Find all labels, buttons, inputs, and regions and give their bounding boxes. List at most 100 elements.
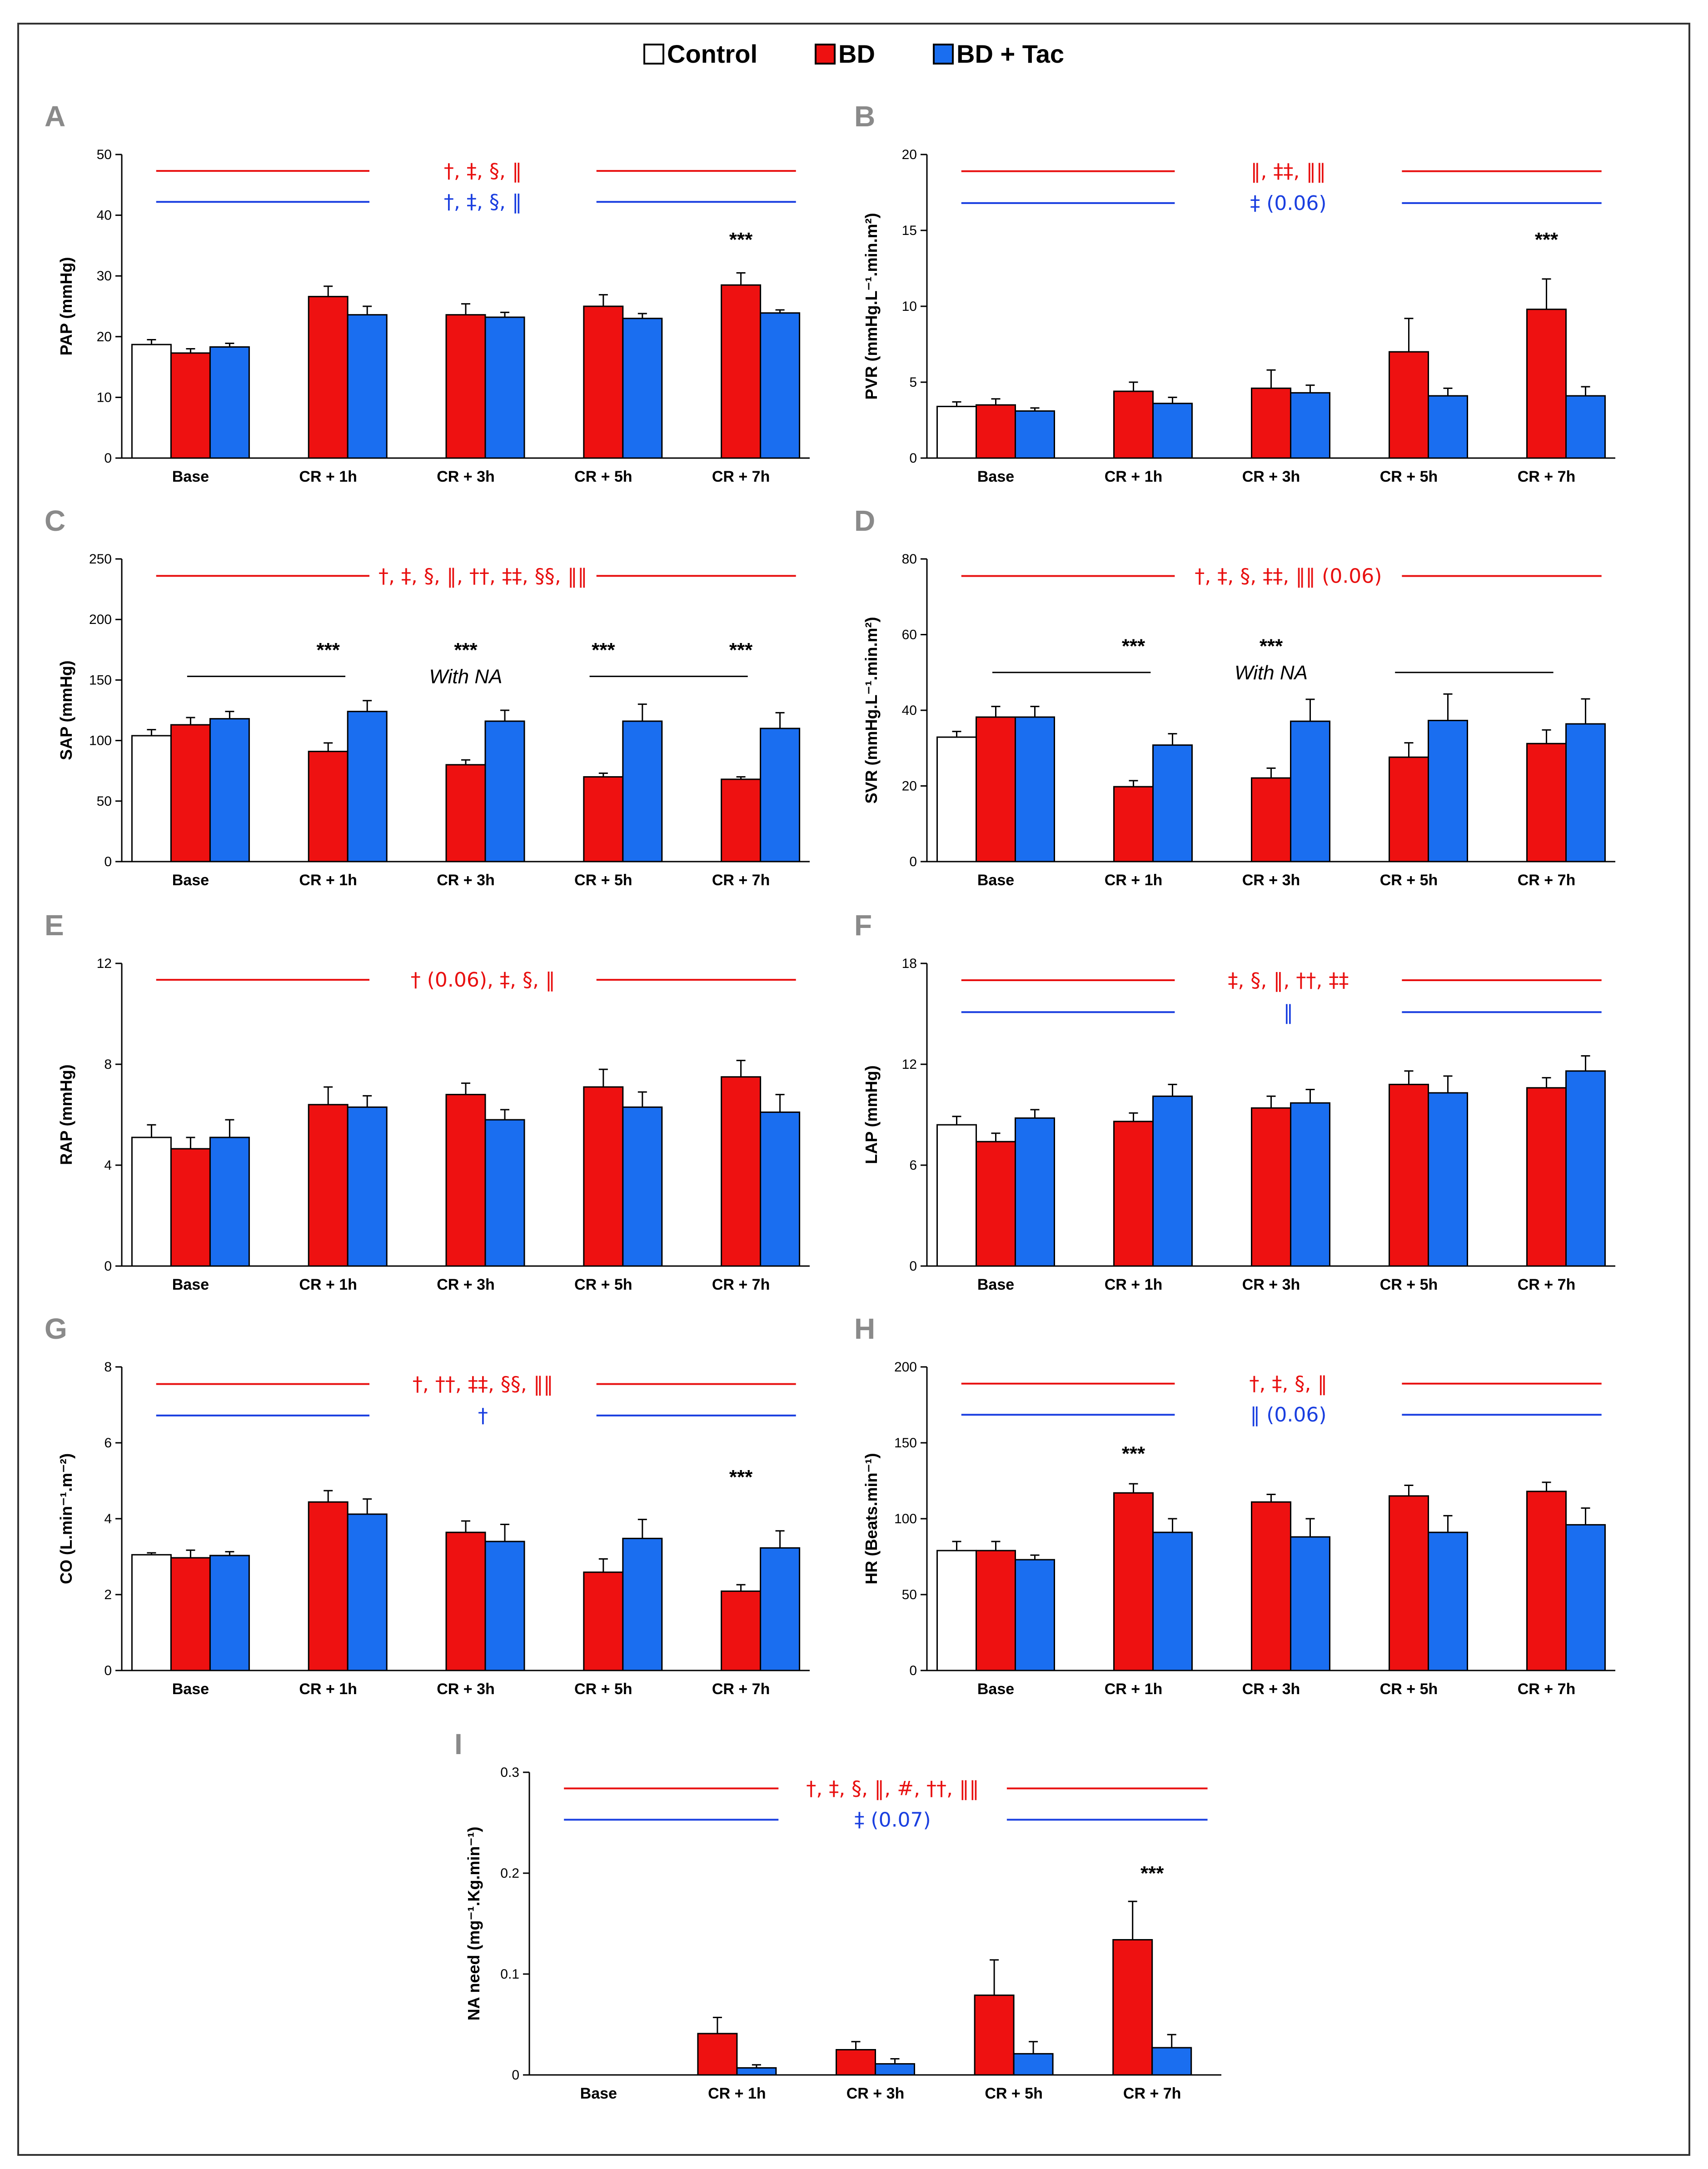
x-category-label: CR + 1h [708, 2085, 766, 2102]
x-category-label: CR + 7h [1518, 468, 1576, 485]
x-category-label: CR + 1h [299, 1276, 357, 1293]
bar-bd-4 [1112, 1939, 1153, 2076]
bar-bd-tac-4 [1565, 723, 1606, 863]
bar-control-0 [936, 736, 977, 863]
x-category-label: CR + 3h [1242, 872, 1300, 889]
bar-bd-tac-0 [1015, 1117, 1055, 1267]
panel-letter: F [854, 909, 872, 942]
bar-bd-4 [721, 1076, 762, 1267]
x-category-label: CR + 7h [1518, 872, 1576, 889]
significance-label: †, ‡, §, ‡‡, ‖‖ (0.06) [1195, 564, 1382, 588]
bar-bd-tac-1 [347, 711, 388, 863]
bar-bd-2 [1251, 1501, 1291, 1671]
x-category-label: CR + 7h [712, 1680, 770, 1698]
x-category-label: CR + 3h [1242, 1680, 1300, 1698]
significance-label: ‡ (0.06) [1250, 192, 1326, 215]
y-tick-label: 50 [97, 794, 112, 809]
x-category-label: CR + 1h [1105, 1276, 1163, 1293]
y-tick-label: 10 [902, 299, 917, 314]
panel-h: H 0 50 100 150 200 HR (Beats.min⁻¹) Base CR + 1h… [854, 1312, 1615, 1698]
y-tick-label: 40 [902, 703, 917, 718]
bar-bd-tac-4 [1151, 2047, 1192, 2076]
bar-bd-tac-2 [484, 720, 525, 863]
y-tick-label: 50 [97, 147, 112, 162]
figure-border [17, 23, 1690, 2156]
x-category-label: CR + 5h [1380, 1680, 1438, 1698]
y-axis-title: HR (Beats.min⁻¹) [862, 1453, 881, 1584]
x-category-label: CR + 5h [1380, 872, 1438, 889]
bar-bd-tac-3 [1428, 1531, 1468, 1671]
y-tick-label: 6 [104, 1436, 112, 1451]
significance-label: †, ‡, §, ‖ [444, 190, 522, 214]
bar-bd-1 [1113, 1121, 1154, 1267]
bar-control-0 [936, 1550, 977, 1671]
y-axis-title: PAP (mmHg) [57, 257, 75, 356]
panel-c: C 0 50 100 150 200 250 SAP (mmHg) Base CR + 1h CR … [45, 504, 810, 889]
y-tick-label: 2 [104, 1587, 112, 1602]
y-axis-title: LAP (mmHg) [862, 1065, 881, 1164]
y-axis-title: NA need (mg⁻¹.Kg.min⁻¹) [464, 1827, 483, 2021]
bar-bd-0 [170, 1557, 211, 1671]
panel-i: I 0 0.1 0.2 0.3 NA need (mg⁻¹.Kg.min⁻¹) Base CR… [454, 1728, 1221, 2102]
x-category-label: CR + 1h [1105, 468, 1163, 485]
bar-bd-tac-0 [1015, 1559, 1055, 1671]
legend-swatch-bdtac [933, 44, 954, 65]
bar-bd-3 [583, 305, 624, 459]
panel-e: E 0 4 8 12 RAP (mmHg) Base CR + 1h CR + 3h CR + 5… [45, 909, 810, 1293]
bar-bd-tac-3 [1428, 719, 1468, 863]
significance-stars: *** [1122, 635, 1145, 657]
panel-letter: C [45, 504, 65, 537]
y-tick-label: 20 [97, 329, 112, 344]
bar-bd-tac-4 [1565, 1070, 1606, 1267]
significance-label: †, ††, ‡‡, §§, ‖‖ [413, 1373, 553, 1396]
bar-bd-tac-3 [622, 720, 663, 863]
y-tick-label: 0 [104, 854, 112, 869]
bar-bd-tac-3 [1428, 1092, 1468, 1267]
significance-stars: *** [1122, 1442, 1145, 1465]
bar-bd-4 [1526, 1491, 1567, 1671]
bar-bd-2 [1251, 387, 1291, 459]
significance-label: ‖, ‡‡, ‖‖ [1250, 160, 1326, 183]
y-tick-label: 4 [104, 1511, 112, 1526]
bar-bd-3 [583, 776, 624, 863]
bar-bd-2 [1251, 1107, 1291, 1267]
y-tick-label: 60 [902, 628, 917, 643]
bar-bd-tac-4 [1565, 1524, 1606, 1671]
bar-bd-4 [1526, 743, 1567, 863]
y-tick-label: 20 [902, 147, 917, 162]
x-category-label: CR + 3h [437, 1680, 495, 1698]
y-axis-title: SVR (mmHg.L⁻¹.min.m²) [862, 617, 881, 804]
bar-bd-1 [1113, 390, 1154, 459]
y-tick-label: 0 [909, 451, 917, 466]
y-tick-label: 0 [909, 854, 917, 869]
y-tick-label: 0.1 [500, 1967, 519, 1982]
significance-label: ‡, §, ‖, ††, ‡‡ [1228, 969, 1349, 992]
significance-label: ‡ (0.07) [854, 1808, 931, 1831]
bar-bd-3 [1389, 1083, 1429, 1267]
significance-stars: *** [317, 639, 340, 661]
significance-stars: *** [1140, 1862, 1164, 1885]
bar-bd-3 [1389, 351, 1429, 459]
y-tick-label: 12 [902, 1057, 917, 1072]
y-tick-label: 0.2 [500, 1866, 519, 1881]
x-category-label: Base [580, 2085, 617, 2102]
panel-letter: G [45, 1312, 67, 1345]
panel-letter: I [454, 1728, 463, 1760]
legend-label-control: Control [667, 40, 757, 68]
bar-bd-tac-4 [760, 1547, 801, 1671]
significance-label: ‖ [1283, 1001, 1293, 1024]
significance-label: †, ‡, §, ‖ [444, 160, 522, 183]
bar-bd-2 [445, 764, 486, 863]
bar-bd-tac-2 [484, 316, 525, 459]
bar-bd-tac-3 [622, 318, 663, 459]
bar-bd-tac-2 [1290, 392, 1330, 459]
bar-control-0 [131, 735, 172, 863]
bar-bd-2 [445, 314, 486, 459]
significance-label: †, ‡, §, ‖, ††, ‡‡, §§, ‖‖ [378, 564, 588, 588]
bar-control-0 [131, 1554, 172, 1671]
bar-bd-0 [170, 724, 211, 863]
y-tick-label: 8 [104, 1360, 112, 1375]
x-category-label: CR + 1h [1105, 1680, 1163, 1698]
y-tick-label: 0 [104, 451, 112, 466]
